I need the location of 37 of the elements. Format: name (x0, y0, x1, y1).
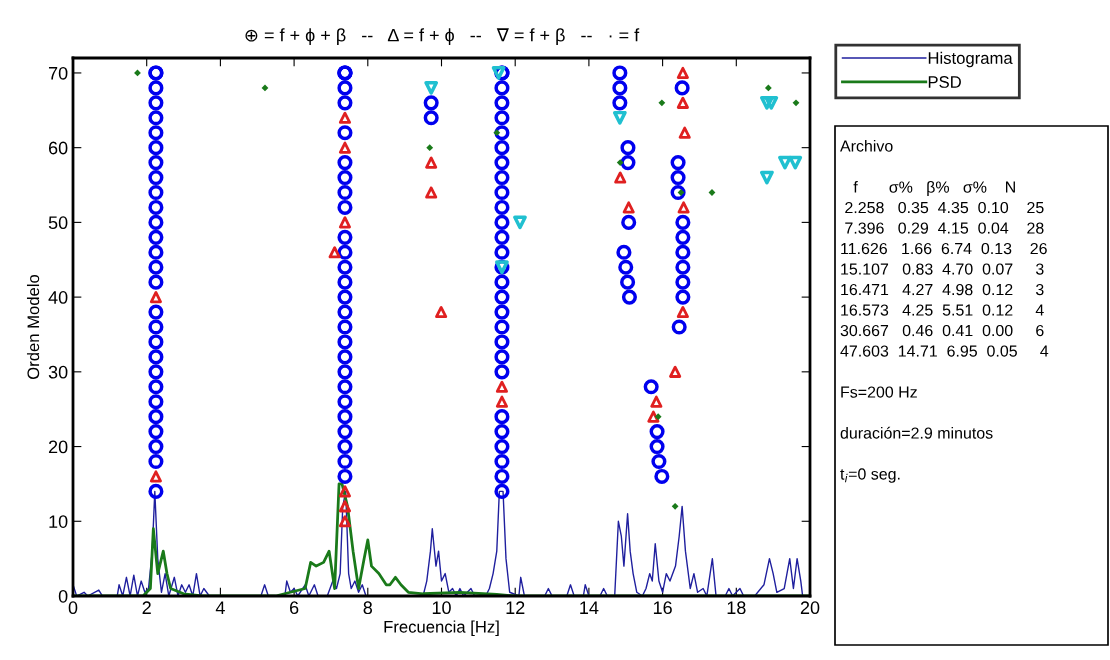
text: Fs=200 Hz (841, 386, 917, 398)
text: 16.573 4.25 5.51 0.12 4 (841, 304, 1044, 316)
text: Archivo (840, 140, 893, 152)
text: f σ% β% σ% N (853, 181, 1015, 196)
x-tick-label: 6 (290, 601, 299, 615)
text: 30.667 0.46 0.41 0.00 6 (840, 324, 1044, 337)
text: t$_{i}$=0 seg. (840, 468, 900, 483)
text: duración=2.9 minutos (840, 426, 993, 439)
text: 15.107 0.83 4.70 0.07 3 (841, 263, 1044, 275)
x-tick-label: 12 (506, 601, 525, 614)
legend-label: PSD (928, 76, 961, 88)
y-tick-label: 70 (48, 66, 68, 80)
y-tick-label: 20 (48, 440, 68, 454)
y-tick-label: 60 (48, 141, 68, 155)
y-tick-label: 40 (48, 291, 68, 304)
y-tick-label: 30 (48, 365, 68, 379)
text: 16.471 4.27 4.98 0.12 3 (841, 283, 1044, 296)
x-tick-label: 14 (580, 601, 599, 614)
x-tick-label: 20 (800, 601, 820, 615)
x-tick-label: 2 (142, 601, 151, 614)
text: 7.396 0.29 4.15 0.04 28 (845, 222, 1044, 234)
x-tick-label: 16 (653, 601, 672, 615)
y-tick-label: 10 (49, 515, 68, 528)
text: 2.258 0.35 4.35 0.10 25 (845, 201, 1044, 214)
y-tick-label: 0 (58, 589, 68, 603)
legend-label: Histograma (928, 51, 1013, 68)
x-tick-label: 4 (215, 601, 225, 614)
text: 11.626 1.66 6.74 0.13 26 (841, 242, 1047, 255)
x-tick-label: 0 (68, 601, 78, 615)
text: 47.603 14.71 6.95 0.05 4 (840, 345, 1049, 357)
x-tick-label: 8 (363, 601, 373, 615)
y-tick-label: 50 (48, 216, 68, 230)
y-axis-title: Orden Modelo (26, 274, 40, 380)
x-tick-label: 18 (727, 601, 746, 615)
chart-title: ⊕ = f + ϕ + β -- Δ = f + ϕ -- ∇ = f + β -- · = f (245, 28, 640, 46)
x-axis-title: Frecuencia [Hz] (384, 620, 499, 637)
x-tick-label: 10 (432, 601, 451, 615)
